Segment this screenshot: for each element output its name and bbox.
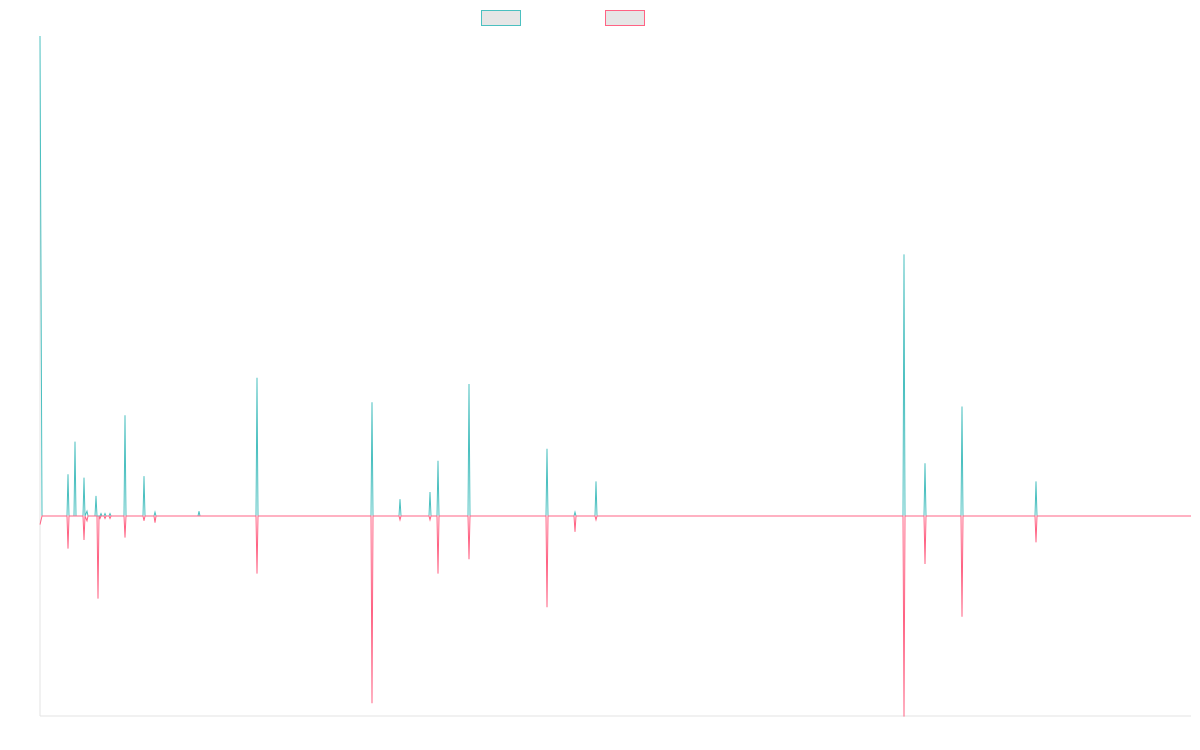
legend[interactable] <box>481 10 645 26</box>
legend-swatch-1[interactable] <box>481 10 521 26</box>
series-line-2 <box>39 515 1191 717</box>
legend-swatch-2[interactable] <box>605 10 645 26</box>
axes <box>39 36 1191 717</box>
series-line-1 <box>39 35 1191 517</box>
plot-area <box>39 35 1191 717</box>
